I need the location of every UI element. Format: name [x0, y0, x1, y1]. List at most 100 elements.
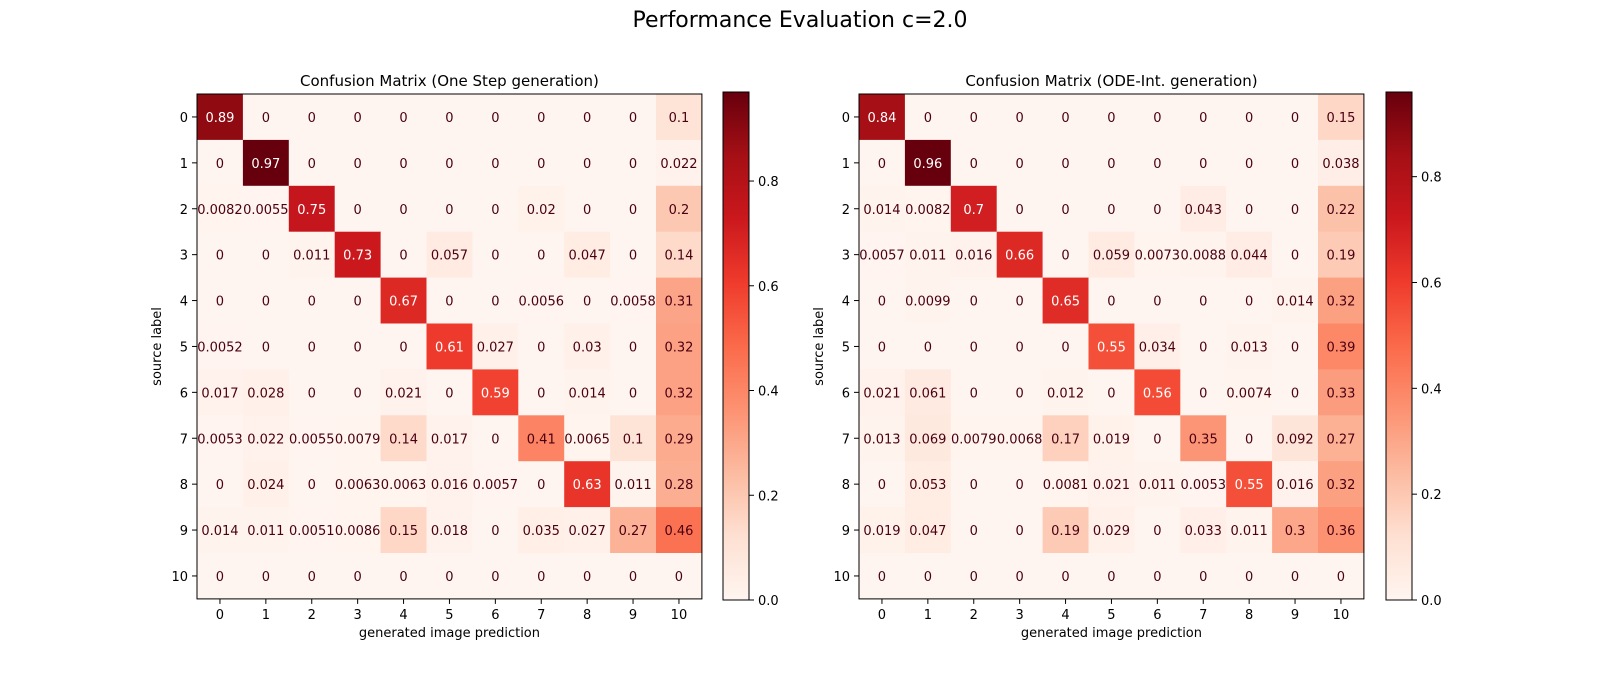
cell-value-label: 0.061 [909, 386, 946, 401]
colorbar-tick-label: 0.4 [1421, 382, 1442, 397]
cell-value-label: 0.035 [523, 524, 560, 539]
heatmap-cell [518, 231, 565, 279]
heatmap-cell [610, 231, 657, 279]
heatmap-cell [1318, 369, 1365, 416]
y-axis-label: source label [150, 307, 165, 386]
cell-value-label: 0 [970, 386, 978, 401]
cell-value-label: 0.0055 [243, 203, 289, 218]
heatmap-cell [859, 507, 906, 554]
heatmap-cell [656, 94, 703, 141]
heatmap-cell [656, 231, 703, 279]
cell-value-label: 0.39 [1326, 340, 1355, 355]
heatmap-cell [904, 94, 952, 141]
cell-value-label: 0 [1245, 203, 1253, 218]
cell-value-label: 0 [583, 157, 591, 172]
y-tick-label: 5 [842, 340, 850, 355]
cell-value-label: 0.0057 [473, 478, 519, 493]
cell-value-label: 0 [491, 295, 499, 310]
cell-value-label: 0.29 [664, 432, 693, 447]
x-tick-label: 6 [1153, 608, 1161, 623]
heatmap-cell [472, 277, 519, 324]
heatmap-cell [564, 507, 611, 554]
cell-value-label: 0 [1016, 386, 1024, 401]
heatmap-cell [610, 94, 657, 141]
heatmap-cell [242, 277, 290, 324]
heatmap-cell [904, 415, 952, 462]
cell-value-label: 0 [1291, 340, 1299, 355]
heatmap-cell [1134, 553, 1181, 600]
heatmap-cell [1042, 369, 1089, 416]
heatmap-cell [426, 277, 473, 324]
heatmap-cell [564, 185, 611, 233]
cell-value-label: 0 [1245, 111, 1253, 126]
cell-value-label: 0 [262, 111, 270, 126]
colorbar-tick-label: 0.2 [1421, 488, 1442, 503]
heatmap-cell [197, 461, 244, 508]
cell-value-label: 0 [1061, 570, 1069, 585]
cell-value-label: 0.018 [431, 524, 468, 539]
heatmap-cell [426, 415, 473, 462]
cell-value-label: 0 [1016, 203, 1024, 218]
heatmap-cell [996, 139, 1044, 187]
heatmap-cell [472, 415, 519, 462]
cell-value-label: 0 [878, 570, 886, 585]
heatmap-cell [288, 553, 336, 600]
cell-value-label: 0.014 [1276, 295, 1313, 310]
heatmap-cell [518, 323, 565, 370]
heatmap-cell [1134, 231, 1181, 279]
heatmap-cell [518, 415, 565, 462]
cell-value-label: 0 [262, 249, 270, 264]
heatmap-cell [656, 415, 703, 462]
cell-value-label: 0 [445, 386, 453, 401]
heatmap-cell [1180, 139, 1227, 187]
heatmap-cell [1318, 461, 1365, 508]
heatmap-cell [380, 94, 427, 141]
y-tick-label: 9 [180, 524, 188, 539]
heatmap-cell [197, 231, 244, 279]
cell-value-label: 0 [629, 203, 637, 218]
cell-value-label: 0 [537, 386, 545, 401]
heatmap-cell [472, 553, 519, 600]
cell-value-label: 0 [1291, 111, 1299, 126]
panel-title: Confusion Matrix (One Step generation) [300, 72, 599, 90]
cell-value-label: 0.053 [909, 478, 946, 493]
cell-value-label: 0 [537, 478, 545, 493]
heatmap-cell [1088, 461, 1135, 508]
cell-value-label: 0 [308, 386, 316, 401]
heatmap-cell [1042, 461, 1089, 508]
heatmap-cell [950, 94, 998, 141]
heatmap-cell [1318, 323, 1365, 370]
cell-value-label: 0.043 [1185, 203, 1222, 218]
heatmap-cell [610, 277, 657, 324]
cell-value-label: 0 [1016, 295, 1024, 310]
heatmap-cell [950, 277, 998, 324]
heatmap-cell [610, 415, 657, 462]
heatmap-cell [1226, 185, 1273, 233]
x-axis-label: generated image prediction [359, 626, 540, 641]
heatmap-cell [1180, 231, 1227, 279]
cell-value-label: 0.89 [205, 111, 234, 126]
cell-value-label: 0 [1016, 478, 1024, 493]
y-tick-label: 1 [842, 157, 850, 172]
heatmap-cell [518, 277, 565, 324]
cell-value-label: 0.02 [527, 203, 556, 218]
cell-value-label: 0.022 [247, 432, 284, 447]
heatmap-cell [1042, 553, 1089, 600]
cell-value-label: 0.028 [247, 386, 284, 401]
heatmap-cell [1318, 231, 1365, 279]
heatmap-cell [996, 323, 1044, 370]
heatmap-cell [472, 231, 519, 279]
heatmap-cell [656, 461, 703, 508]
heatmap-cell [1226, 139, 1273, 187]
cell-value-label: 0.0081 [1043, 478, 1089, 493]
heatmap-cell [996, 553, 1044, 600]
heatmap-cell [1088, 231, 1135, 279]
heatmap-cell [950, 553, 998, 600]
cell-value-label: 0.0063 [335, 478, 381, 493]
x-tick-label: 5 [1107, 608, 1115, 623]
heatmap-cell [1318, 277, 1365, 324]
cell-value-label: 0.75 [297, 203, 326, 218]
cell-value-label: 0 [970, 295, 978, 310]
cell-value-label: 0 [262, 295, 270, 310]
